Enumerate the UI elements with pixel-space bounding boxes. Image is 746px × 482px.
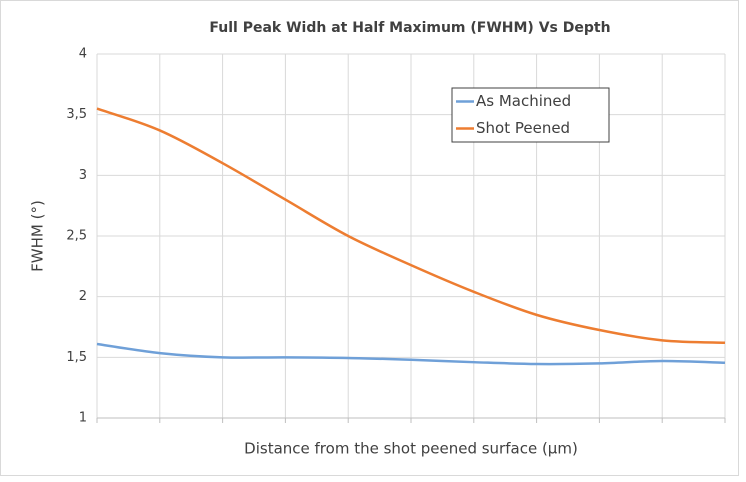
y-tick-label: 4 [79, 47, 87, 62]
y-tick-label: 1,5 [66, 350, 87, 365]
y-tick-label: 3 [79, 168, 87, 183]
x-axis-label: Distance from the shot peened surface (μ… [244, 440, 578, 458]
line-series [96, 107, 726, 345]
chart-border [0, 0, 739, 476]
legend-label: Shot Peened [476, 119, 570, 137]
line-series [96, 342, 726, 366]
y-tick-label: 2 [79, 289, 87, 304]
y-axis-label: FWHM (°) [29, 200, 47, 272]
chart-title: Full Peak Widh at Half Maximum (FWHM) Vs… [209, 20, 610, 36]
legend-box [451, 87, 610, 143]
y-tick-label: 3,5 [66, 107, 87, 122]
legend-label: As Machined [476, 92, 571, 110]
y-tick-label: 1 [79, 411, 87, 426]
y-tick-label: 2,5 [66, 229, 87, 244]
